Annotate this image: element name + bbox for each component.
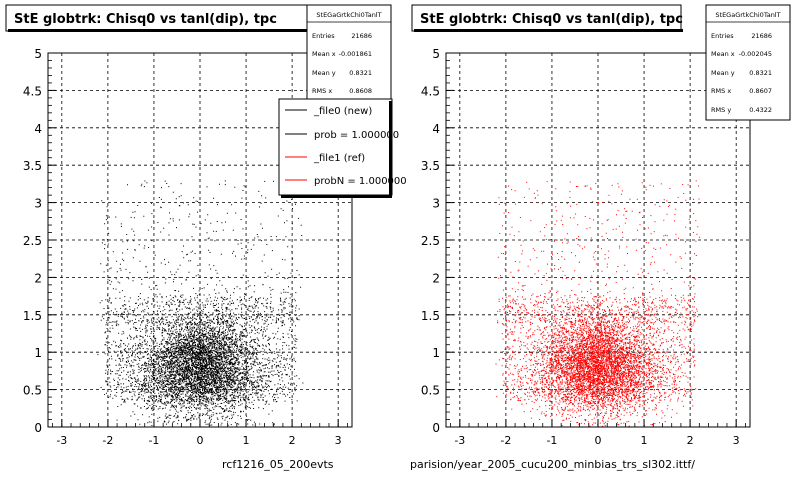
left-ytick-label-2: 1 [34,346,42,360]
left-stats-box: StEGaGrtkChi0TanlT Entries 21686 Mean x … [306,4,392,104]
right-stats-label-rmsx: RMS x [711,87,731,95]
right-title-box [411,4,682,32]
right-xtick-label-3: 0 [595,434,602,447]
legend-label-probn: probN = 1.000000 [314,176,407,187]
right-stats-label-meany: Mean y [711,69,735,77]
right-ytick-label-2: 1 [432,346,440,360]
left-scatter-points [97,180,304,426]
right-xtick-label-0: -3 [454,434,465,447]
legend-label-file0: _file0 (new) [313,106,372,117]
left-axes: -3 -2 -1 0 1 2 3 0 0.5 1 1.5 2 2.5 3 3.5 4 4.5 5 [23,47,348,447]
left-xtick-label-3: 0 [197,434,204,447]
right-stats-value-entries: 21686 [751,32,772,40]
left-xtick-label-4: 1 [243,434,250,447]
left-stats-value-entries: 21686 [351,32,372,40]
left-title-box [5,4,308,32]
right-ytick-label-3: 1.5 [421,309,440,323]
right-ytick-label-6: 3 [432,197,440,211]
left-ytick-label-8: 4 [34,122,42,136]
right-ytick-label-1: 0.5 [421,384,440,398]
left-stats-label-meanx: Mean x [312,50,336,58]
right-stats-box: StEGaGrtkChi0TanlT Entries 21686 Mean x … [705,4,791,121]
right-ytick-label-9: 4.5 [421,84,440,98]
right-stats-label-rmsy: RMS y [711,106,731,114]
left-stats-label-meany: Mean y [312,69,336,77]
right-stats-name: StEGaGrtkChi0TanlT [715,11,780,19]
right-caption: parision/year_2005_cucu200_minbias_trs_s… [410,458,695,471]
right-xtick-label-2: -1 [546,434,557,447]
left-stats-value-rmsx: 0.8608 [349,87,372,95]
left-ytick-label-0: 0 [34,421,42,435]
left-ytick-label-3: 1.5 [23,309,42,323]
left-xtick-label-0: -3 [56,434,67,447]
right-stats-label-meanx: Mean x [711,50,735,58]
left-ytick-label-7: 3.5 [23,159,42,173]
right-chart-title: StE globtrk: Chisq0 vs tanl(dip), tpc [420,12,683,27]
right-ytick-label-0: 0 [432,421,440,435]
right-xtick-label-6: 3 [733,434,740,447]
right-panel: StE globtrk: Chisq0 vs tanl(dip), tpc -3… [410,4,791,471]
left-xtick-label-5: 2 [289,434,296,447]
right-scatter-points [495,180,701,427]
right-xtick-label-5: 2 [687,434,694,447]
left-stats-label-rmsx: RMS x [312,87,332,95]
right-scatter-path [495,180,701,427]
right-axes: -3 -2 -1 0 1 2 3 0 0.5 1 1.5 2 2.5 3 3.5 4 4.5 5 [421,47,746,447]
left-chart-title: StE globtrk: Chisq0 vs tanl(dip), tpc [14,12,277,27]
left-caption: rcf1216_05_200evts [222,458,334,471]
right-stats-label-entries: Entries [711,32,734,40]
left-ytick-label-6: 3 [34,197,42,211]
right-xtick-label-4: 1 [641,434,648,447]
right-stats-value-rmsy: 0.4322 [749,106,772,114]
left-legend: _file0 (new) prob = 1.000000 _file1 (ref… [278,98,407,198]
right-ytick-label-7: 3.5 [421,159,440,173]
left-xtick-label-6: 3 [335,434,342,447]
left-stats-value-meanx: -0.001861 [339,50,372,58]
right-ytick-label-5: 2.5 [421,234,440,248]
left-stats-label-entries: Entries [312,32,335,40]
right-stats-value-meany: 0.8321 [749,69,772,77]
left-xtick-label-1: -2 [102,434,113,447]
legend-label-file1: _file1 (ref) [313,153,365,164]
left-ytick-label-9: 4.5 [23,84,42,98]
right-xtick-label-1: -2 [500,434,511,447]
left-ytick-label-5: 2.5 [23,234,42,248]
left-stats-value-meany: 0.8321 [349,69,372,77]
left-panel: StE globtrk: Chisq0 vs tanl(dip), tpc -3… [5,4,407,471]
left-stats-name: StEGaGrtkChi0TanlT [316,11,381,19]
right-stats-value-rmsx: 0.8607 [749,87,772,95]
right-ytick-label-8: 4 [432,122,440,136]
right-ytick-label-4: 2 [432,271,440,285]
legend-label-prob: prob = 1.000000 [314,130,399,141]
right-ytick-label-10: 5 [432,47,440,61]
left-xtick-label-2: -1 [148,434,159,447]
left-ytick-label-4: 2 [34,271,42,285]
right-stats-value-meanx: -0.002045 [739,50,772,58]
left-ytick-label-1: 0.5 [23,384,42,398]
left-scatter-path [97,180,304,426]
left-ytick-label-10: 5 [34,47,42,61]
